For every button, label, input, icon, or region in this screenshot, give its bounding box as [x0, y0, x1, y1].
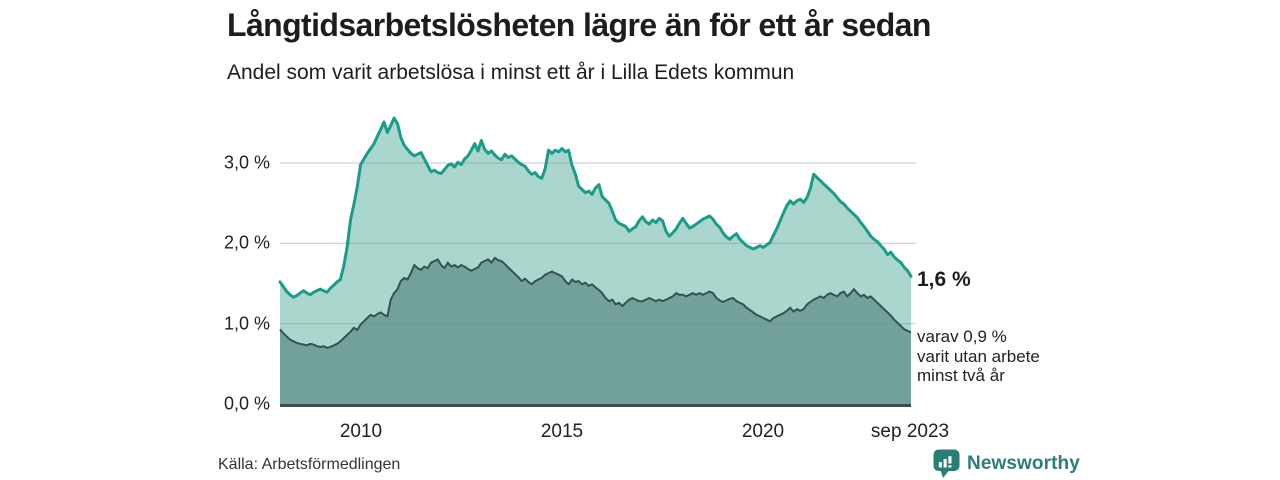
y-axis-tick-label-2: 2,0 %: [223, 232, 270, 253]
x-axis-tick-label-2020: 2020: [741, 421, 785, 442]
newsworthy-logo: Newsworthy: [933, 449, 1080, 479]
x-axis-tick-label-2010: 2010: [339, 421, 383, 442]
annotation-line-2: varit utan arbete: [917, 346, 1040, 366]
chart-title: Långtidsarbetslösheten lägre än för ett …: [227, 7, 931, 43]
x-axis-tick-label-sep-2023: sep 2023: [870, 421, 950, 442]
chart-subtitle: Andel som varit arbetslösa i minst ett å…: [227, 61, 795, 84]
newsworthy-logo-text: Newsworthy: [967, 453, 1080, 474]
series-end-value-label: 1,6 %: [917, 268, 971, 291]
y-axis-tick-label-0: 0,0 %: [223, 393, 270, 414]
annotation-line-1: varav 0,9 %: [917, 327, 1007, 346]
y-axis-tick-label-1: 1,0 %: [223, 313, 270, 334]
series-annotation: varav 0,9 % varit utan arbete minst två …: [917, 327, 1040, 386]
x-axis-tick-label-2015: 2015: [540, 421, 584, 442]
y-axis-tick-label-3: 3,0 %: [223, 152, 270, 173]
newsworthy-speech-bubble-icon: [933, 449, 960, 478]
annotation-line-3: minst två år: [917, 366, 1005, 385]
source-note: Källa: Arbetsförmedlingen: [218, 456, 401, 473]
